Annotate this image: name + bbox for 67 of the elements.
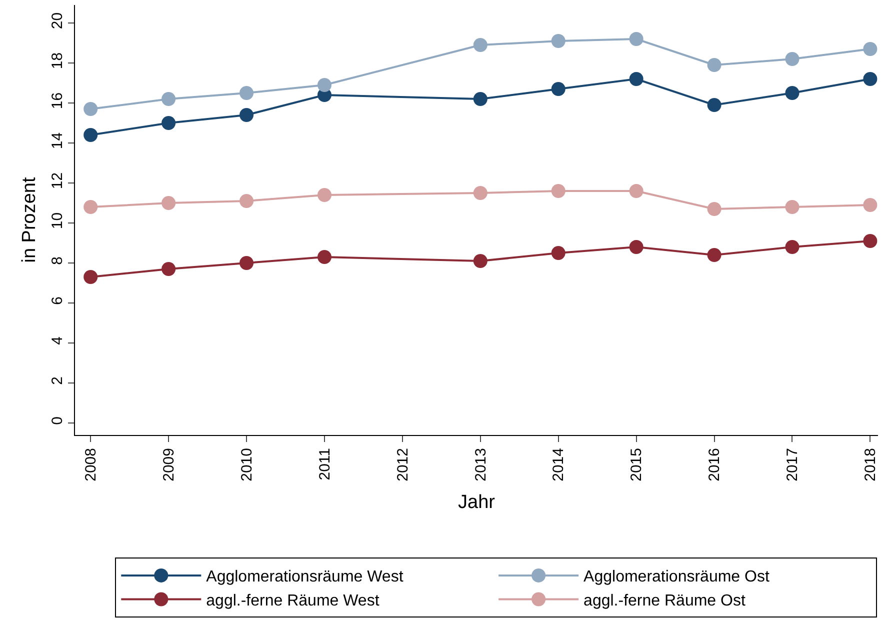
point	[785, 200, 800, 214]
point	[707, 248, 722, 262]
point	[785, 86, 800, 100]
point	[551, 184, 566, 198]
y-tick-label: 16	[49, 92, 66, 110]
x-tick-label: 2010	[238, 448, 256, 482]
point	[707, 98, 722, 112]
y-axis-title: in Prozent	[18, 176, 40, 263]
y-tick-label: 4	[49, 336, 66, 345]
point	[162, 196, 176, 210]
point	[629, 32, 644, 46]
point	[84, 102, 98, 116]
point	[863, 42, 878, 56]
point	[551, 246, 566, 260]
x-tick-label: 2013	[472, 448, 490, 482]
point	[473, 38, 488, 52]
legend-label: aggl.-ferne Räume Ost	[584, 592, 746, 610]
point	[863, 234, 878, 248]
y-tick-label: 20	[49, 12, 66, 30]
x-tick-label: 2015	[628, 448, 646, 482]
point	[162, 116, 176, 130]
point	[317, 78, 332, 92]
point	[785, 52, 800, 66]
point	[240, 194, 254, 208]
y-tick-label: 2	[49, 376, 66, 385]
point	[551, 82, 566, 96]
point	[317, 250, 332, 264]
point	[84, 200, 98, 214]
x-tick-label: 2008	[82, 448, 100, 482]
point	[863, 72, 878, 86]
legend-label: Agglomerationsräume West	[206, 568, 404, 586]
y-tick-label: 6	[49, 296, 66, 305]
x-tick-label: 2011	[316, 448, 334, 480]
point	[240, 256, 254, 270]
point	[551, 34, 566, 48]
x-tick-label: 2012	[394, 448, 412, 482]
point	[863, 198, 878, 212]
point	[629, 72, 644, 86]
x-tick-label: 2009	[160, 448, 178, 482]
point	[629, 240, 644, 254]
x-tick-label: 2014	[550, 448, 568, 482]
x-tick-label: 2017	[784, 448, 802, 482]
y-tick-label: 10	[49, 212, 66, 230]
point	[707, 58, 722, 72]
point	[707, 202, 722, 216]
y-tick-label: 18	[49, 52, 66, 70]
y-tick-label: 0	[49, 416, 66, 425]
point	[317, 188, 332, 202]
x-tick-label: 2018	[862, 448, 880, 482]
point	[629, 184, 644, 198]
y-tick-label: 14	[49, 132, 66, 150]
point	[84, 270, 98, 284]
point	[473, 254, 488, 268]
point	[473, 186, 488, 200]
point	[162, 92, 176, 106]
x-axis-title: Jahr	[458, 492, 496, 514]
y-tick-label: 12	[49, 172, 66, 190]
y-tick-label: 8	[49, 256, 66, 265]
point	[84, 128, 98, 142]
point	[785, 240, 800, 254]
point	[162, 262, 176, 276]
point	[240, 108, 254, 122]
point	[240, 86, 254, 100]
legend-label: aggl.-ferne Räume West	[206, 592, 380, 610]
point	[473, 92, 488, 106]
x-tick-label: 2016	[706, 448, 724, 482]
legend-label: Agglomerationsräume Ost	[584, 568, 770, 586]
